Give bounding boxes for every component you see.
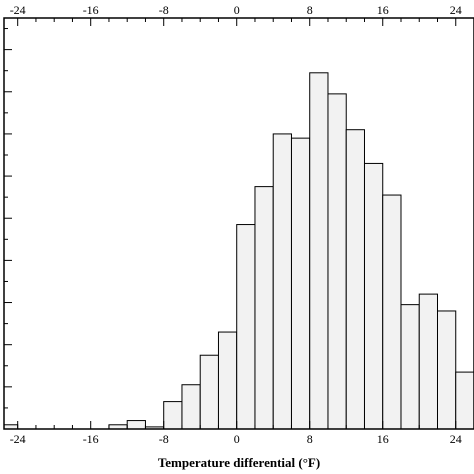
x-axis-label: Temperature differential (°F) bbox=[158, 455, 320, 470]
tick-labels-group: -24 -24 -16 -16 -8 -8 0 0 8 8 16 16 24 24 bbox=[10, 3, 462, 446]
histogram-bar-4 bbox=[163, 401, 183, 429]
histogram-bar-12 bbox=[309, 72, 329, 429]
plot-frame bbox=[3, 17, 474, 430]
histogram-bar-17 bbox=[400, 304, 420, 429]
x-tick-label-bottom-2: -8 bbox=[159, 432, 169, 446]
histogram-bar-19 bbox=[436, 310, 457, 429]
x-tick-label-bottom-5: 16 bbox=[377, 432, 389, 446]
histogram-bar-8 bbox=[236, 224, 256, 429]
bars-group bbox=[4, 72, 474, 429]
histogram-bar-14 bbox=[345, 129, 365, 429]
x-tick-label-bottom-3: 0 bbox=[234, 432, 240, 446]
x-tick-label-top-3: 0 bbox=[234, 3, 240, 17]
histogram-bar-10 bbox=[272, 133, 292, 429]
x-tick-label-bottom-4: 8 bbox=[307, 432, 313, 446]
x-tick-label-top-6: 24 bbox=[450, 3, 462, 17]
x-tick-label-top-0: -24 bbox=[10, 3, 26, 17]
histogram-bar-18 bbox=[418, 293, 438, 429]
x-tick-label-top-5: 16 bbox=[377, 3, 389, 17]
x-tick-label-top-1: -16 bbox=[83, 3, 99, 17]
histogram-bar-5 bbox=[181, 384, 201, 429]
histogram-bar-6 bbox=[199, 354, 219, 429]
histogram-bar-9 bbox=[254, 186, 274, 429]
x-tick-label-top-4: 8 bbox=[307, 3, 313, 17]
histogram-bar-11 bbox=[290, 137, 311, 429]
histogram-bar-20 bbox=[455, 371, 474, 429]
x-tick-label-bottom-6: 24 bbox=[450, 432, 462, 446]
histogram-bar-13 bbox=[327, 93, 347, 429]
histogram-bar-2 bbox=[126, 420, 146, 429]
x-tick-label-top-2: -8 bbox=[159, 3, 169, 17]
histogram-bar-7 bbox=[217, 331, 238, 429]
x-tick-label-bottom-1: -16 bbox=[83, 432, 99, 446]
histogram-bar-16 bbox=[382, 194, 402, 429]
histogram-bar-15 bbox=[363, 162, 384, 429]
x-tick-label-bottom-0: -24 bbox=[10, 432, 26, 446]
